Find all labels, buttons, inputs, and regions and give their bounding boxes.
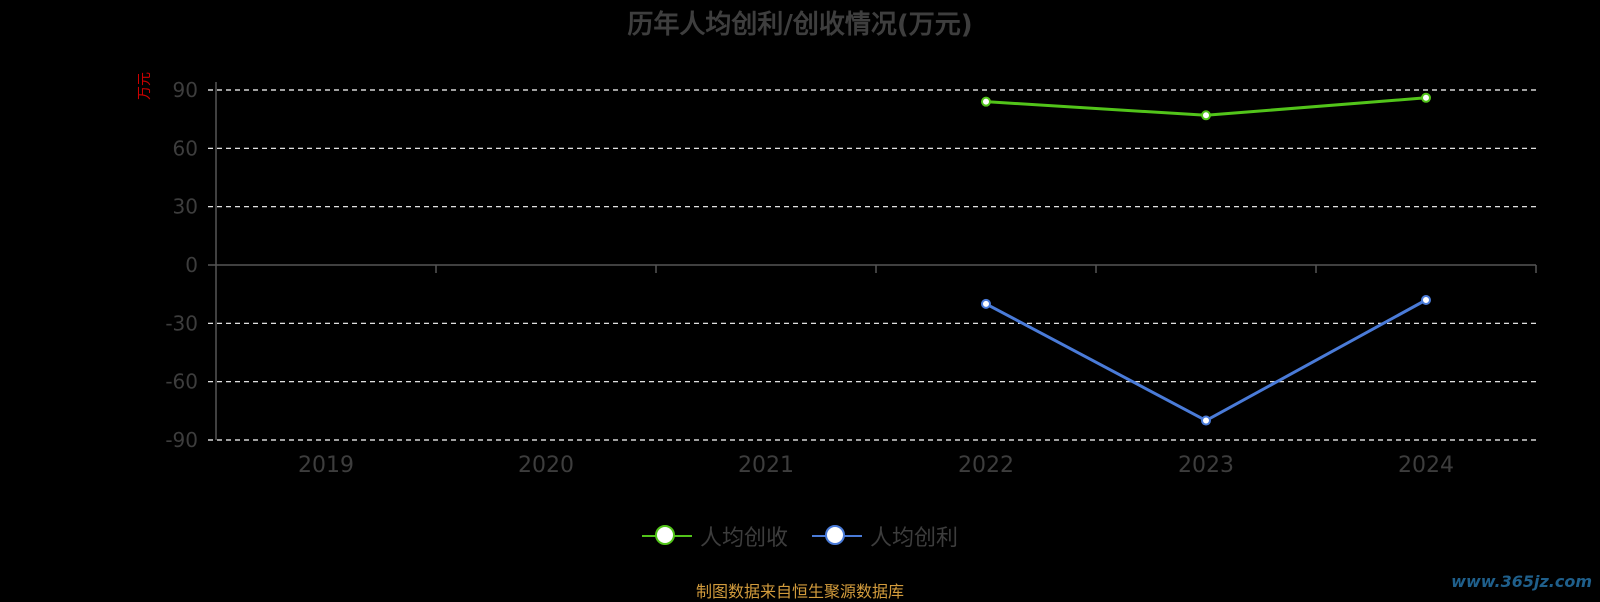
x-tick-label: 2023 [1178,453,1234,478]
data-point [981,298,991,309]
y-tick-label: -90 [165,428,198,452]
data-point [1421,295,1431,305]
data-point [1201,415,1211,426]
chart-title: 历年人均创利/创收情况(万元) [627,10,973,40]
y-tick-label: -60 [165,370,198,394]
y-tick-label: 30 [173,195,198,219]
watermark: www.365jz.com [1451,572,1592,591]
legend-item[interactable]: 人均创利 [812,520,958,552]
data-source-note: 制图数据来自恒生聚源数据库 [695,582,904,601]
legend: 人均创收 人均创利 [0,520,1600,552]
x-tick-label: 2021 [738,453,794,478]
y-tick-label: 0 [185,253,198,277]
data-point [1421,92,1431,103]
x-tick-label: 2020 [518,453,574,478]
legend-swatch [641,523,692,549]
y-tick-label: 90 [173,78,198,102]
legend-label: 人均创收 [699,526,788,551]
legend-swatch [812,523,862,549]
data-point [1201,110,1211,121]
y-tick-label: 60 [173,136,198,160]
series-line-1 [985,298,1427,423]
legend-item[interactable]: 人均创收 [641,520,788,552]
x-tick-label: 2024 [1398,453,1454,478]
x-tick-label: 2019 [298,453,354,478]
x-tick-label: 2022 [958,453,1014,478]
data-point [981,96,991,107]
y-tick-label: -30 [165,311,198,335]
legend-label: 人均创利 [870,526,959,551]
